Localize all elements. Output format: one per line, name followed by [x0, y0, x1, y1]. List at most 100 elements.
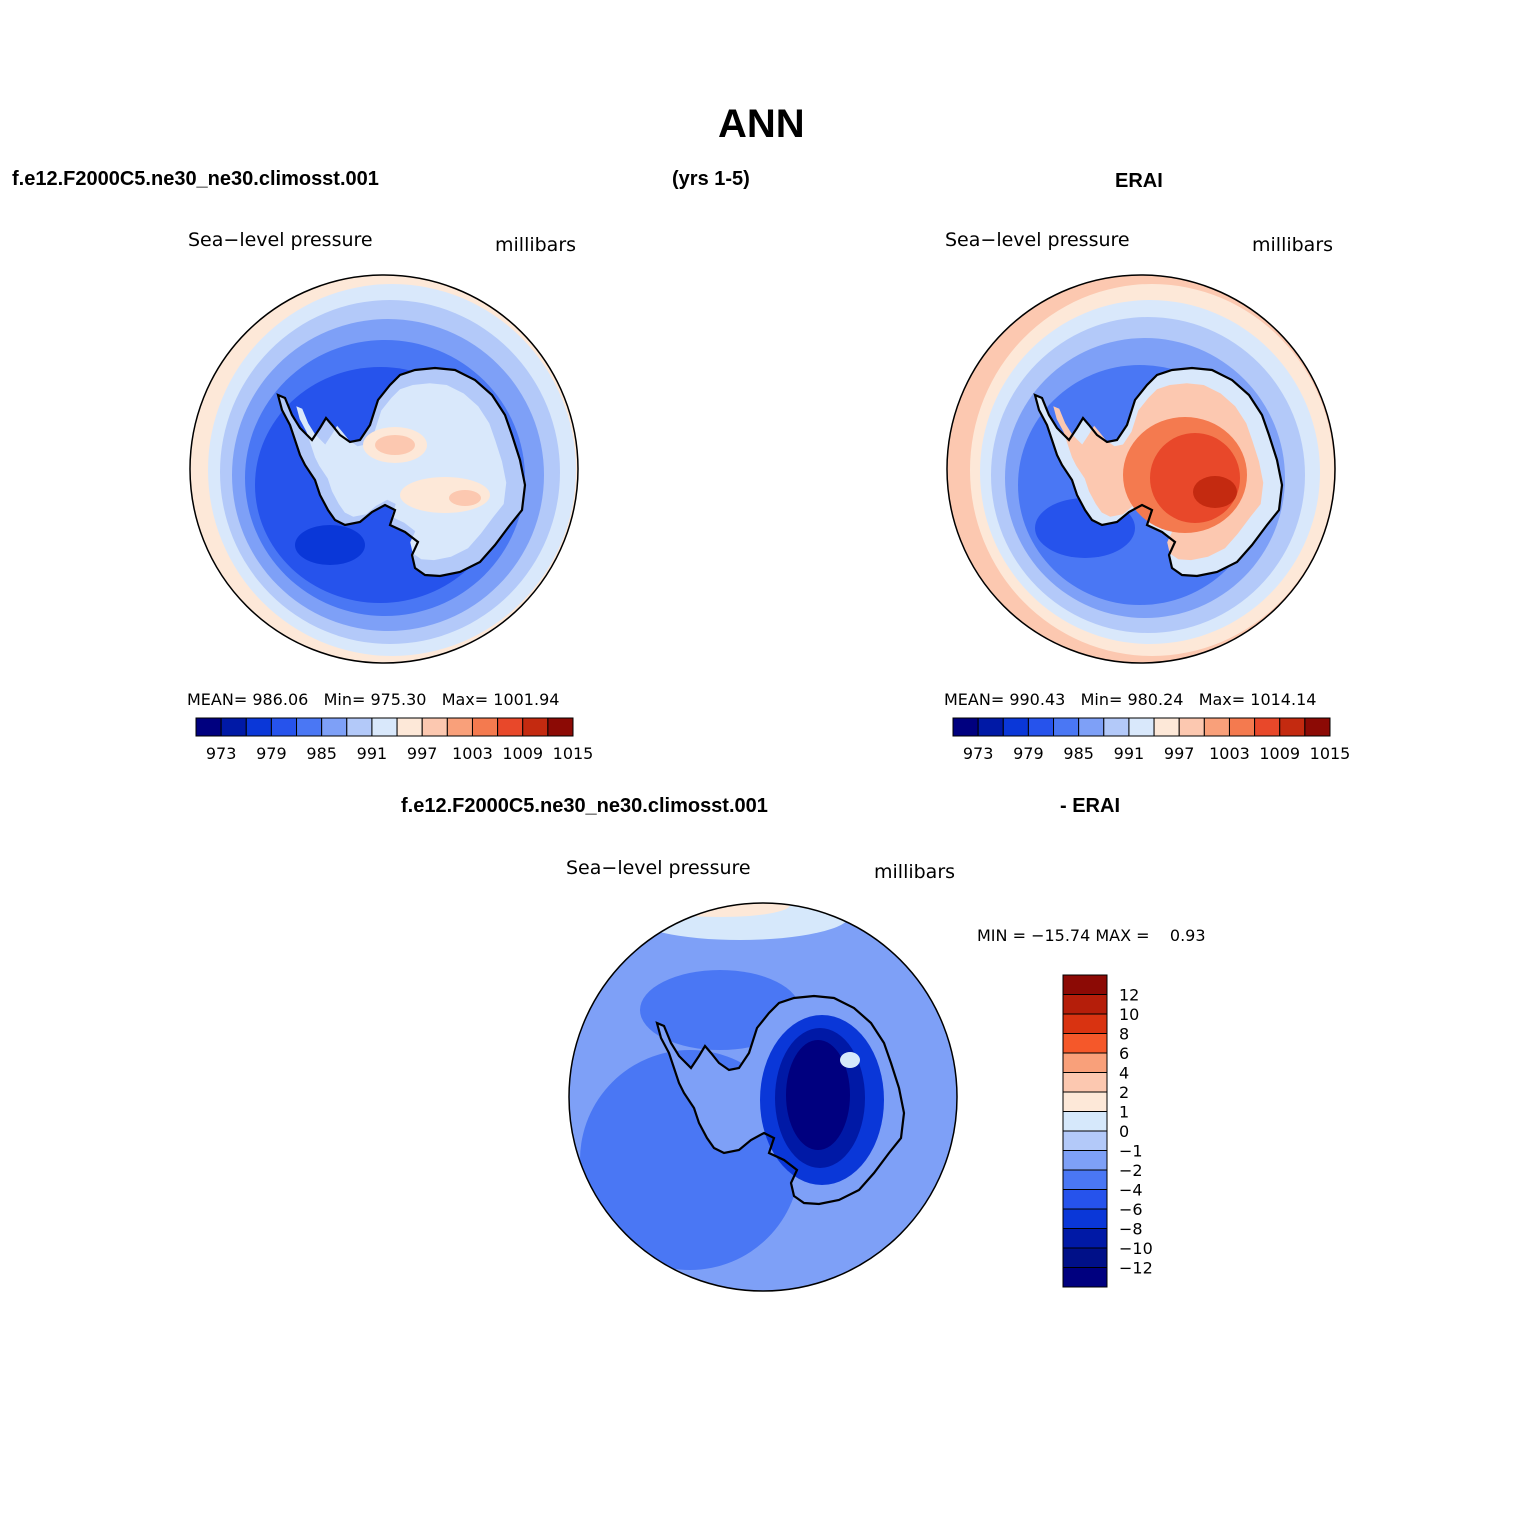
colorbar-tick-label: 1015	[553, 744, 594, 763]
colorbar-swatch	[1002, 717, 1029, 737]
colorbar-obs: 973 979 985 991 997 1003 1009 1015	[952, 717, 1351, 763]
colorbar-swatch	[1062, 1208, 1108, 1229]
colorbar-swatch	[1062, 1072, 1108, 1093]
colorbar-tick-label: 10	[1119, 1005, 1139, 1024]
years-label: (yrs 1-5)	[672, 168, 750, 190]
colorbar-tick-label: −2	[1119, 1161, 1143, 1180]
colorbar-swatch	[522, 717, 549, 737]
colorbar-swatch	[446, 717, 473, 737]
colorbar-swatch	[321, 717, 348, 737]
colorbar-swatch	[270, 717, 298, 737]
colorbar-swatch	[346, 717, 373, 737]
colorbar-swatch	[497, 717, 524, 737]
colorbar-tick-label: 985	[1063, 744, 1094, 763]
colorbar-tick-label: 979	[256, 744, 287, 763]
colorbar-swatch	[952, 717, 979, 737]
map3-land-core	[786, 1040, 850, 1150]
colorbar-tick-label: 1009	[502, 744, 543, 763]
colorbar-swatch	[1078, 717, 1105, 737]
model-slp-map	[190, 275, 578, 663]
colorbar-tick-label: −4	[1119, 1181, 1143, 1200]
case-name-label: f.e12.F2000C5.ne30_ne30.climosst.001	[12, 168, 379, 190]
colorbar-swatch	[1254, 717, 1281, 737]
panel3-stats: MIN = −15.74 MAX = 0.93	[977, 926, 1206, 945]
colorbar-swatch	[1279, 717, 1306, 737]
colorbar-swatch	[1062, 1189, 1108, 1210]
colorbar-tick-label: 997	[407, 744, 438, 763]
map3-land-spot	[840, 1052, 860, 1068]
diff-slp-map	[569, 903, 957, 1291]
colorbar-swatch	[471, 717, 499, 737]
colorbar-swatch	[371, 717, 398, 737]
colorbar-tick-label: 6	[1119, 1044, 1129, 1063]
map2-land-high3	[1193, 476, 1237, 508]
colorbar-tick-label: −12	[1119, 1259, 1153, 1278]
map1-land-high4	[449, 490, 481, 506]
colorbar-tick-label: 0	[1119, 1122, 1129, 1141]
colorbar-swatch	[421, 717, 448, 737]
map1-land-high3	[375, 435, 415, 455]
obs-name-label: ERAI	[1115, 170, 1163, 192]
obs-slp-map	[947, 275, 1335, 663]
colorbar-tick-label: 1003	[1209, 744, 1250, 763]
colorbar-swatch	[1062, 1111, 1108, 1132]
map2-border	[946, 274, 1336, 664]
colorbar-tick-label: 1015	[1310, 744, 1351, 763]
panel3-variable-label: Sea−level pressure	[566, 857, 751, 879]
colorbar-swatch	[1178, 717, 1205, 737]
colorbar-swatch	[1062, 1091, 1108, 1112]
colorbar-tick-label: −8	[1119, 1220, 1143, 1239]
map1-low	[295, 525, 365, 565]
colorbar-tick-label: 979	[1013, 744, 1044, 763]
colorbar-swatch	[1228, 717, 1256, 737]
colorbar-swatch	[1304, 717, 1331, 737]
colorbar-swatch	[1103, 717, 1130, 737]
colorbar-tick-label: 1003	[452, 744, 493, 763]
colorbar-tick-label: 997	[1164, 744, 1195, 763]
colorbar-tick-label: −6	[1119, 1200, 1143, 1219]
colorbar-swatch	[547, 717, 574, 737]
panel1-variable-label: Sea−level pressure	[188, 229, 373, 251]
colorbar-swatch	[1062, 1247, 1108, 1268]
map3-border	[568, 902, 958, 1292]
colorbar-swatch	[245, 717, 272, 737]
panel2-units-label: millibars	[1252, 234, 1334, 256]
panel1-stats: MEAN= 986.06 Min= 975.30 Max= 1001.94	[187, 690, 560, 709]
colorbar-tick-label: 991	[1114, 744, 1145, 763]
colorbar-swatch	[977, 717, 1004, 737]
panel3-units-label: millibars	[874, 861, 956, 883]
colorbar-tick-label: 2	[1119, 1083, 1129, 1102]
colorbar-swatch	[1128, 717, 1155, 737]
colorbar-swatch	[1062, 1013, 1108, 1034]
map2-land-high2	[1150, 433, 1240, 523]
panel2-variable-label: Sea−level pressure	[945, 229, 1130, 251]
colorbar-swatch	[1053, 717, 1080, 737]
colorbar-swatch	[1062, 1228, 1108, 1249]
colorbar-model: 973 979 985 991 997 1003 1009 1015	[195, 717, 594, 763]
colorbar-swatch	[1062, 1130, 1108, 1151]
colorbar-swatch	[1062, 1169, 1108, 1190]
colorbar-tick-label: 991	[357, 744, 388, 763]
panel2-stats: MEAN= 990.43 Min= 980.24 Max= 1014.14	[944, 690, 1317, 709]
colorbar-tick-label: 8	[1119, 1025, 1129, 1044]
colorbar-swatch	[1062, 1150, 1108, 1171]
panel1-units-label: millibars	[495, 234, 577, 256]
colorbar-swatch	[296, 717, 323, 737]
colorbar-tick-label: 985	[306, 744, 337, 763]
colorbar-tick-label: 973	[206, 744, 237, 763]
colorbar-swatch	[1062, 1052, 1108, 1073]
colorbar-tick-label: 973	[963, 744, 994, 763]
colorbar-tick-label: 1	[1119, 1103, 1129, 1122]
colorbar-swatch	[195, 717, 222, 737]
colorbar-swatch	[1062, 974, 1108, 995]
colorbar-tick-label: 1009	[1259, 744, 1300, 763]
colorbar-tick-label: −1	[1119, 1142, 1143, 1161]
diff-case-name-label: f.e12.F2000C5.ne30_ne30.climosst.001	[401, 795, 768, 817]
colorbar-swatch	[1153, 717, 1180, 737]
colorbar-swatch	[1062, 1033, 1108, 1054]
colorbar-swatch	[1062, 1267, 1108, 1288]
colorbar-swatch	[1062, 994, 1108, 1015]
colorbar-tick-label: −10	[1119, 1239, 1153, 1258]
